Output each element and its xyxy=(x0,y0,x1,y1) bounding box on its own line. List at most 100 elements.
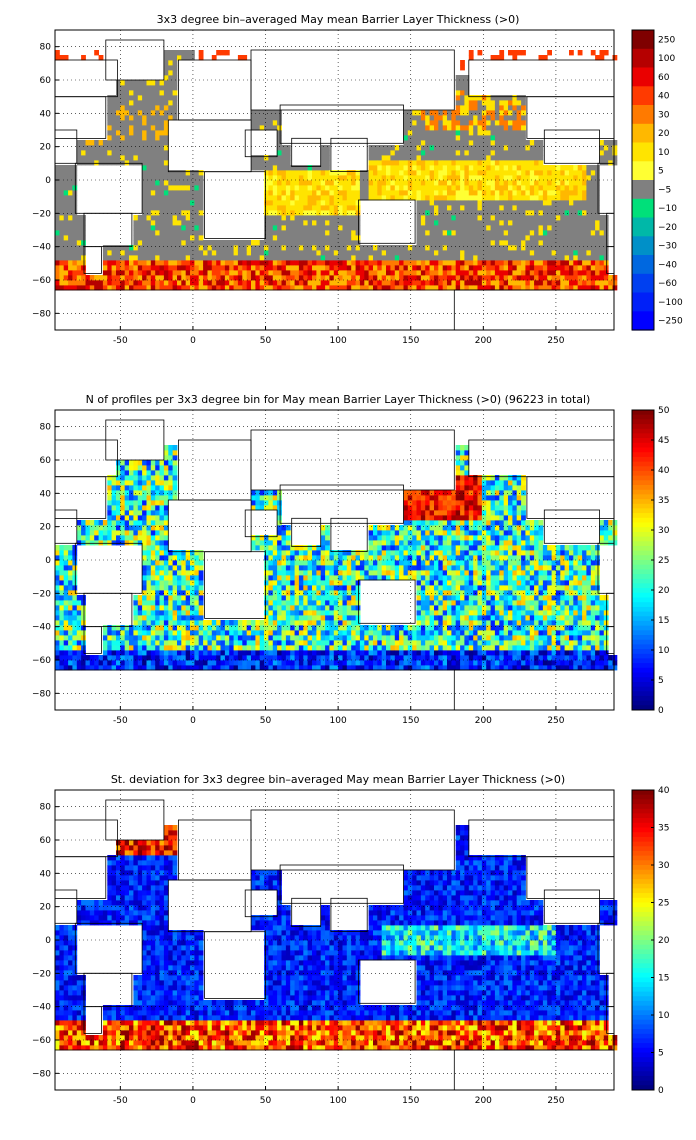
bin-cell xyxy=(102,265,108,271)
bin-cell xyxy=(194,560,200,566)
bin-cell xyxy=(582,165,587,171)
bin-cell xyxy=(76,660,82,666)
bin-cell xyxy=(94,530,99,536)
bin-cell xyxy=(281,650,287,656)
bin-cell xyxy=(181,550,187,556)
bin-cell xyxy=(150,465,156,471)
bin-cell xyxy=(425,250,430,256)
bin-cell xyxy=(55,665,60,671)
bin-cell xyxy=(81,640,86,646)
bin-cell xyxy=(142,550,147,556)
bin-cell xyxy=(529,285,535,291)
bin-cell xyxy=(172,80,178,86)
bin-cell xyxy=(595,280,600,286)
bin-cell xyxy=(373,175,378,181)
bin-cell xyxy=(133,625,139,631)
bin-cell xyxy=(159,185,165,191)
bin-cell xyxy=(159,85,165,91)
bin-cell xyxy=(355,185,361,191)
bin-cell xyxy=(163,535,169,541)
bin-cell xyxy=(381,265,387,271)
bin-cell xyxy=(272,565,278,571)
bin-cell xyxy=(455,180,461,186)
bin-cell xyxy=(516,210,522,216)
bin-cell xyxy=(582,265,587,271)
bin-cell xyxy=(438,215,444,221)
bin-cell xyxy=(420,180,426,186)
bin-cell xyxy=(312,275,317,281)
bin-cell xyxy=(72,225,78,231)
bin-cell xyxy=(599,275,605,281)
bin-cell xyxy=(560,175,566,181)
bin-cell xyxy=(442,165,448,171)
bin-cell xyxy=(481,175,487,181)
bin-cell xyxy=(277,590,282,596)
bin-cell xyxy=(89,540,95,546)
bin-cell xyxy=(569,285,574,291)
bin-cell xyxy=(442,195,448,201)
bin-cell xyxy=(560,245,566,251)
bin-cell xyxy=(503,185,509,191)
bin-cell xyxy=(521,190,526,196)
bin-cell xyxy=(102,250,108,256)
bin-cell xyxy=(582,175,587,181)
bin-cell xyxy=(547,165,552,171)
bin-cell xyxy=(116,145,121,151)
bin-cell xyxy=(490,185,496,191)
bin-cell xyxy=(320,575,326,581)
bin-cell xyxy=(220,640,226,646)
bin-cell xyxy=(159,220,165,226)
bin-cell xyxy=(259,645,265,651)
bin-cell xyxy=(277,620,282,626)
bin-cell xyxy=(364,255,370,261)
bin-cell xyxy=(503,250,509,256)
bin-cell xyxy=(177,210,182,216)
bin-cell xyxy=(368,195,374,201)
bin-cell xyxy=(303,620,309,626)
bin-cell xyxy=(460,75,465,81)
bin-cell xyxy=(516,165,522,171)
bin-cell xyxy=(412,285,417,291)
bin-cell xyxy=(59,590,65,596)
bin-cell xyxy=(277,240,282,246)
bin-cell xyxy=(198,660,204,666)
bin-cell xyxy=(55,175,60,181)
bin-cell xyxy=(255,495,261,501)
bin-cell xyxy=(172,450,178,456)
bin-cell xyxy=(460,90,465,96)
bin-cell xyxy=(346,240,352,246)
bin-cell xyxy=(447,125,452,131)
bin-cell xyxy=(351,270,356,276)
bin-cell xyxy=(407,140,413,146)
bin-cell xyxy=(346,250,352,256)
bin-cell xyxy=(272,620,278,626)
bin-cell xyxy=(203,660,208,666)
bin-cell xyxy=(412,265,417,271)
bin-cell xyxy=(107,655,113,661)
bin-cell xyxy=(81,220,86,226)
bin-cell xyxy=(516,145,522,151)
bin-cell xyxy=(168,180,174,186)
bin-cell xyxy=(277,645,282,651)
bin-cell xyxy=(438,200,444,206)
bin-cell xyxy=(468,120,474,126)
bin-cell xyxy=(159,95,165,101)
bin-cell xyxy=(163,170,169,176)
bin-cell xyxy=(159,105,165,111)
bin-cell xyxy=(390,165,396,171)
bin-cell xyxy=(394,160,400,166)
bin-cell xyxy=(521,205,526,211)
bin-cell xyxy=(590,230,596,236)
bin-cell xyxy=(59,570,65,576)
bin-cell xyxy=(451,180,457,186)
bin-cell xyxy=(163,490,169,496)
bin-cell xyxy=(85,280,91,286)
bin-cell xyxy=(477,160,483,166)
bin-cell xyxy=(242,645,248,651)
bin-cell xyxy=(146,110,152,116)
bin-cell xyxy=(277,500,282,506)
bin-cell xyxy=(163,190,169,196)
bin-cell xyxy=(312,200,317,206)
bin-cell xyxy=(229,645,234,651)
bin-cell xyxy=(177,575,182,581)
